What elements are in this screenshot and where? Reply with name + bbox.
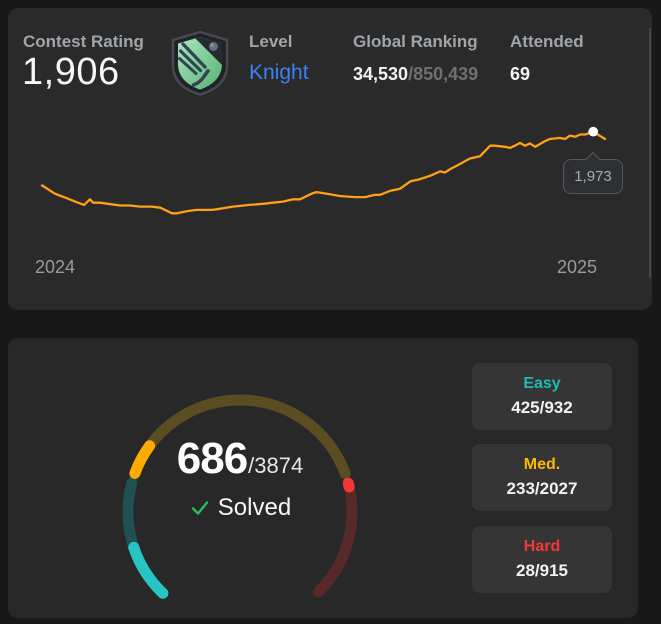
vertical-scrollbar[interactable] (649, 28, 651, 278)
global-ranking-current: 34,530 (353, 64, 409, 84)
checkmark-icon (189, 497, 211, 519)
global-ranking-value: 34,530/850,439 (353, 64, 478, 85)
hard-stats-box: Hard 28/915 (472, 526, 612, 593)
medium-solved-arc (129, 440, 156, 479)
attended-value: 69 (510, 64, 531, 84)
x-axis-tick-2024: 2024 (35, 257, 76, 277)
solved-gauge-chart[interactable] (110, 360, 370, 620)
contest-rating-label: Contest Rating (23, 32, 144, 51)
medium-label: Med. (523, 456, 561, 473)
easy-label: Easy (523, 375, 561, 392)
easy-value: 425/932 (511, 398, 573, 417)
global-ranking-label: Global Ranking (353, 32, 478, 51)
solved-problems-card: 686 /3874 Solved 76Attempting Easy 425/9… (8, 338, 638, 618)
knight-shield-icon[interactable] (168, 29, 232, 97)
hard-value: 28/915 (516, 561, 568, 580)
medium-track-arc (129, 394, 351, 480)
medium-value: 233/2027 (506, 479, 578, 498)
easy-solved-arc (128, 541, 169, 599)
rating-line (40, 130, 607, 215)
solved-count: 686 (176, 434, 248, 483)
gauge-center-text: 686 /3874 Solved (110, 434, 370, 522)
attended-label: Attended (510, 32, 584, 51)
medium-stats-box: Med. 233/2027 (472, 444, 612, 511)
hard-solved-arc (342, 477, 355, 493)
easy-stats-box: Easy 425/932 (472, 363, 612, 430)
level-value: Knight (249, 61, 309, 84)
solved-total: /3874 (248, 453, 304, 478)
rating-tooltip-value: 1,973 (574, 168, 612, 185)
contest-rating-value: 1,906 (22, 51, 120, 93)
contest-rating-card: Contest Rating 1,906 (8, 8, 652, 310)
rating-tooltip: 1,973 (563, 151, 623, 194)
solved-label: Solved (217, 494, 292, 521)
global-ranking-total: /850,439 (408, 64, 479, 84)
level-label: Level (249, 32, 293, 51)
highlighted-point-marker (588, 126, 598, 137)
hard-track-arc (313, 477, 358, 598)
hard-label: Hard (523, 538, 561, 555)
contest-rating-chart[interactable] (8, 8, 652, 310)
x-axis-tick-2025: 2025 (557, 257, 598, 277)
